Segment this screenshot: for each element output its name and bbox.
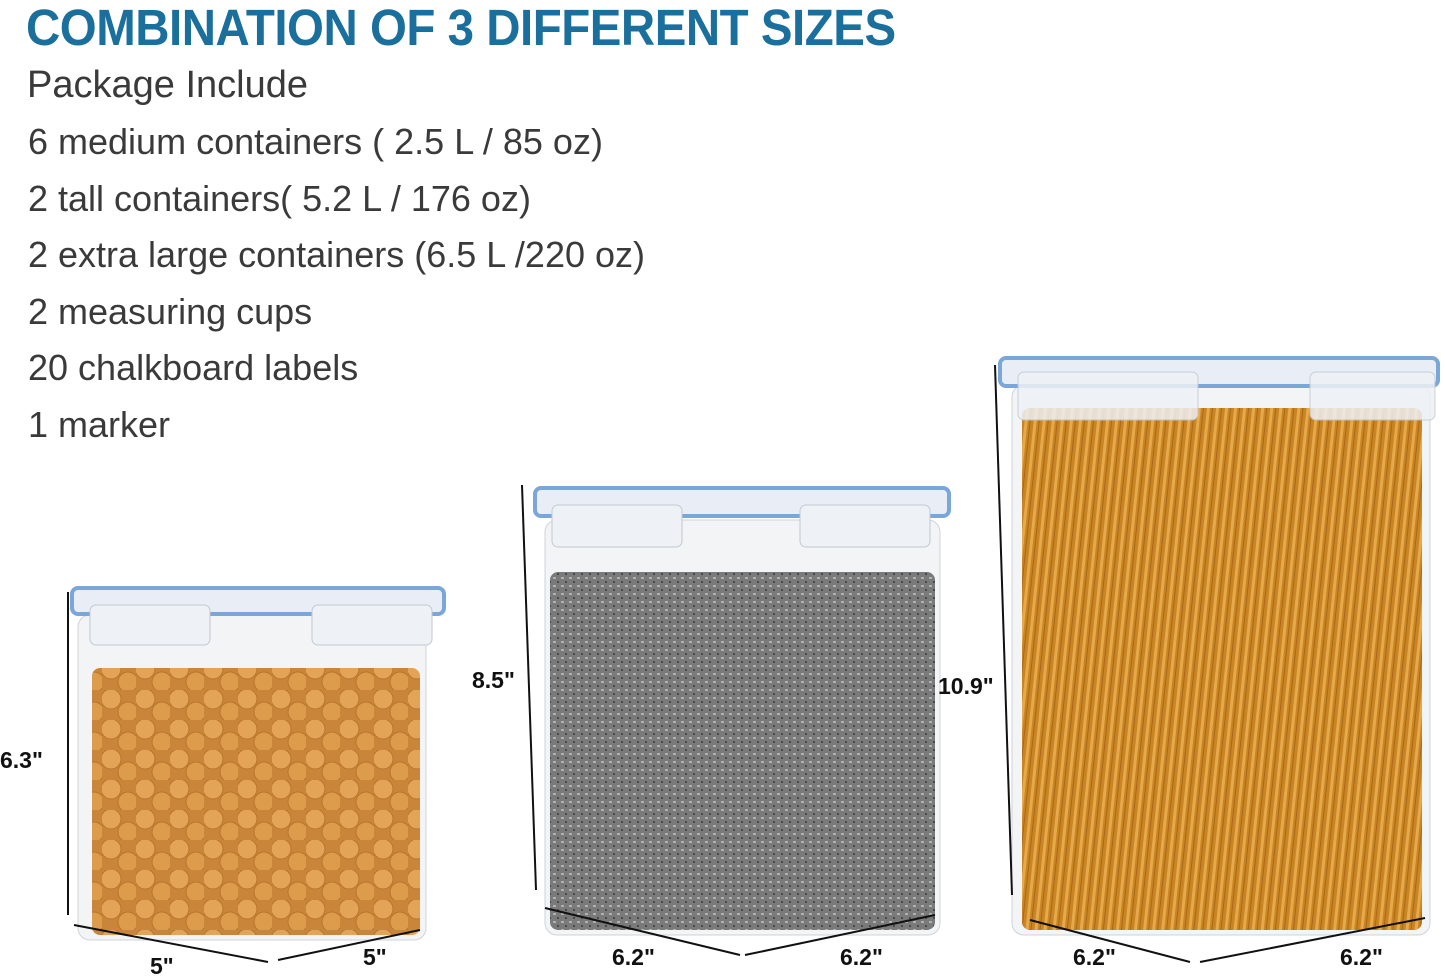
medium-depth-label: 6.2" bbox=[840, 944, 883, 970]
list-item: 2 tall containers( 5.2 L / 176 oz) bbox=[28, 177, 531, 219]
latch bbox=[551, 504, 683, 548]
package-include-heading: Package Include bbox=[27, 64, 308, 106]
large-height-label: 10.9" bbox=[938, 673, 994, 699]
small-container bbox=[70, 586, 446, 941]
large-depth-label: 6.2" bbox=[1340, 944, 1383, 970]
list-item: 2 measuring cups bbox=[28, 290, 313, 332]
large-width-label: 6.2" bbox=[1073, 944, 1116, 970]
latch bbox=[799, 504, 931, 548]
package-contents-list: 6 medium containers ( 2.5 L / 85 oz) 2 t… bbox=[28, 120, 645, 459]
latch bbox=[1309, 371, 1436, 421]
medium-height-label: 8.5" bbox=[472, 667, 515, 693]
large-container bbox=[998, 356, 1440, 936]
dimension-lines bbox=[67, 364, 1426, 963]
crackers-fill bbox=[92, 668, 420, 935]
small-height-label: 6.3" bbox=[0, 747, 43, 773]
list-item: 6 medium containers ( 2.5 L / 85 oz) bbox=[28, 121, 603, 162]
small-width-label: 5" bbox=[150, 953, 174, 978]
oats-fill bbox=[550, 572, 935, 930]
list-item: 1 marker bbox=[28, 403, 171, 445]
latch bbox=[311, 604, 433, 646]
headline: COMBINATION OF 3 DIFFERENT SIZES bbox=[26, 0, 896, 56]
list-item: 2 extra large containers (6.5 L /220 oz) bbox=[28, 234, 646, 275]
list-item: 20 chalkboard labels bbox=[28, 347, 359, 388]
latch bbox=[1017, 371, 1199, 421]
medium-width-label: 6.2" bbox=[612, 944, 655, 970]
small-depth-label: 5" bbox=[363, 944, 387, 970]
medium-container bbox=[533, 486, 951, 936]
latch bbox=[89, 604, 211, 646]
spaghetti-fill bbox=[1022, 408, 1422, 930]
